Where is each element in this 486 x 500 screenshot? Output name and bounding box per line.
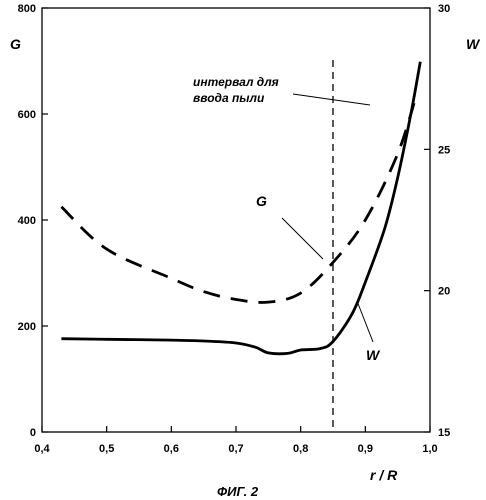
right-tick-label: 15	[438, 427, 450, 439]
x-tick-label: 0,9	[358, 443, 373, 455]
x-tick-label: 0,4	[34, 443, 50, 455]
series-w-leader-line	[357, 301, 373, 342]
x-axis-title: r / R	[370, 467, 398, 483]
left-tick-label: 600	[18, 109, 36, 121]
series-g-leader-line	[282, 218, 323, 259]
x-tick-label: 1,0	[422, 443, 437, 455]
left-tick-label: 800	[18, 3, 36, 15]
series-g-line	[61, 93, 417, 303]
x-tick-label: 0,7	[228, 443, 243, 455]
right-tick-label: 25	[438, 144, 450, 156]
annotation-line-1: интервал для	[193, 75, 279, 89]
figure-caption: ФИГ. 2	[217, 484, 259, 499]
right-tick-label: 30	[438, 3, 450, 15]
x-axis-ticks: 0,4 0,5 0,6 0,7 0,8 0,9 1,0	[34, 426, 437, 455]
series-w-line	[61, 62, 420, 354]
x-tick-label: 0,8	[293, 443, 308, 455]
annotation-line-2: ввода пыли	[193, 91, 265, 105]
left-tick-label: 200	[18, 321, 36, 333]
left-tick-label: 0	[30, 427, 36, 439]
series-g-label: G	[256, 193, 267, 209]
plot-frame	[42, 8, 430, 432]
right-tick-label: 20	[438, 286, 450, 298]
right-axis-ticks: 15 20 25 30	[424, 3, 450, 439]
right-axis-title: W	[466, 36, 481, 52]
series-w-label: W	[366, 347, 381, 363]
x-tick-label: 0,5	[99, 443, 114, 455]
x-tick-label: 0,6	[164, 443, 179, 455]
annotation-leader-line	[293, 94, 370, 105]
left-tick-label: 400	[18, 215, 36, 227]
left-axis-title: G	[10, 36, 21, 52]
left-axis-ticks: 0 200 400 600 800	[18, 3, 48, 439]
